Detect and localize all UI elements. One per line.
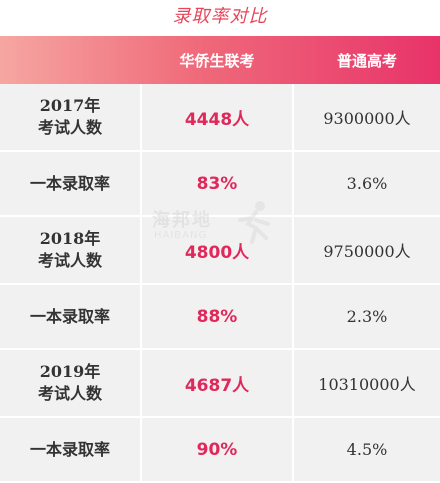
gaokao-value: 9300000人 [323, 109, 411, 128]
row-label: 一本录取率 [0, 418, 140, 481]
overseas-value: 4687人 [140, 350, 294, 416]
gaokao-value: 9750000人 [323, 242, 411, 261]
row-label-line1: 一本录取率 [29, 306, 110, 326]
table-row: 2017年 考试人数 4448人 9300000人 [0, 84, 440, 152]
row-label-line1: 一本录取率 [29, 439, 110, 459]
header-empty [0, 36, 140, 84]
row-label-line2: 考试人数 [37, 118, 102, 137]
comparison-table: 华侨生联考 普通高考 2017年 考试人数 4448人 9300000人 一本录… [0, 36, 440, 483]
header-overseas-exam: 华侨生联考 [179, 51, 255, 70]
table-header: 华侨生联考 普通高考 [0, 36, 440, 84]
row-label: 一本录取率 [0, 285, 140, 348]
overseas-value: 88% [140, 285, 294, 348]
table-row: 一本录取率 83% 3.6% [0, 152, 440, 217]
table-row: 一本录取率 88% 2.3% [0, 285, 440, 350]
table-row: 一本录取率 90% 4.5% [0, 418, 440, 483]
table-row: 2019年 考试人数 4687人 10310000人 [0, 350, 440, 418]
gaokao-value: 10310000人 [318, 375, 416, 394]
page-title: 录取率对比 [172, 6, 268, 27]
row-label-line2: 考试人数 [37, 251, 102, 270]
overseas-value: 83% [140, 152, 294, 215]
row-label: 2019年 考试人数 [0, 350, 140, 416]
row-label-line1: 2019年 [39, 362, 101, 381]
overseas-value: 4448人 [140, 84, 294, 150]
row-label: 一本录取率 [0, 152, 140, 215]
row-label-line1: 2017年 [39, 96, 101, 115]
overseas-value: 4800人 [140, 217, 294, 283]
row-label-line2: 考试人数 [37, 384, 102, 403]
gaokao-value: 2.3% [346, 307, 388, 326]
row-label-line1: 一本录取率 [29, 173, 110, 193]
row-label: 2017年 考试人数 [0, 84, 140, 150]
gaokao-value: 3.6% [346, 174, 388, 193]
overseas-value: 90% [140, 418, 294, 481]
row-label: 2018年 考试人数 [0, 217, 140, 283]
gaokao-value: 4.5% [346, 440, 388, 459]
header-gaokao: 普通高考 [336, 51, 397, 70]
table-row: 2018年 考试人数 4800人 9750000人 [0, 217, 440, 285]
row-label-line1: 2018年 [39, 229, 101, 248]
